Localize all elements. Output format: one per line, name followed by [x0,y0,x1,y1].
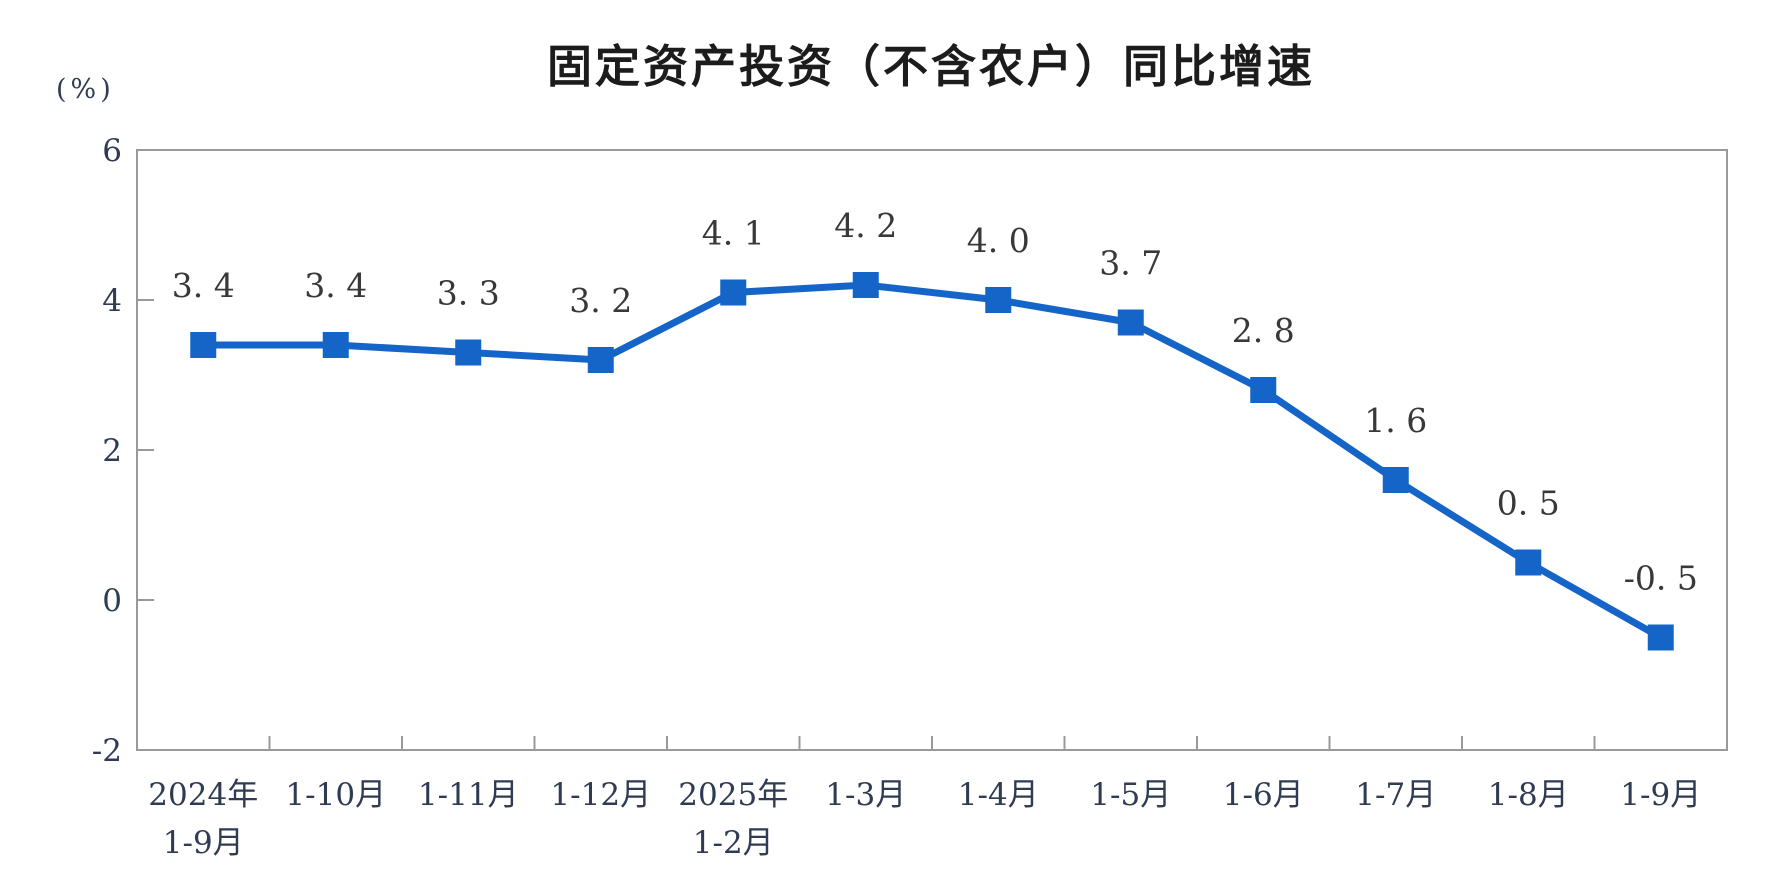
data-point-label: 3. 4 [304,266,367,305]
data-point-label: 3. 4 [172,266,235,305]
data-point-marker [587,347,614,373]
data-line [199,281,1665,641]
data-point-label: 4. 0 [967,221,1030,260]
data-point-marker [1250,377,1277,403]
data-point-marker [1117,309,1144,336]
data-point-label: 4. 1 [702,214,765,253]
data-point-label: 3. 3 [437,274,500,313]
x-axis-label: 1-11月 [418,777,519,813]
x-axis-label: 1-4月 [958,777,1039,813]
data-point-marker [1382,467,1409,493]
data-point-label: -0. 5 [1624,559,1698,598]
x-axis-label: 1-7月 [1355,777,1436,813]
y-axis-tick-label: 2 [102,433,122,469]
x-axis-label: 1-3月 [825,777,906,813]
y-axis-unit-label: (%) [56,74,115,105]
data-point-label: 3. 2 [569,281,632,320]
y-axis-tick-label: 4 [102,283,122,319]
data-point-marker [852,272,879,298]
data-point-marker [190,332,217,358]
data-point-marker [1647,624,1674,651]
data-point-marker [322,332,349,358]
data-point-label: 0. 5 [1497,484,1560,523]
x-axis-label: 2024年 1-9月 [148,777,258,861]
data-point-label: 4. 2 [834,206,897,245]
chart-title: 固定资产投资（不含农户）同比增速 [546,40,1315,93]
x-axis-label: 1-10月 [285,777,386,813]
data-point-label: 3. 7 [1099,244,1162,283]
x-axis-label: 1-12月 [550,777,651,813]
data-point-label: 2. 8 [1232,311,1295,350]
data-point-label: 1. 6 [1364,401,1427,440]
data-point-marker [1515,549,1542,576]
y-axis-tick-label: 0 [102,583,122,619]
x-axis-label: 1-8月 [1488,777,1569,813]
x-axis-label: 1-5月 [1090,777,1171,813]
data-point-marker [985,287,1012,313]
y-axis-tick-label: -2 [92,733,122,769]
x-axis-label: 1-6月 [1223,777,1304,813]
x-axis-label: 2025年 1-2月 [678,777,788,861]
x-axis-label: 1-9月 [1620,777,1701,813]
y-axis-tick-label: 6 [102,133,122,169]
plot-border [136,149,1728,751]
data-point-marker [455,339,482,366]
data-point-marker [720,279,747,306]
